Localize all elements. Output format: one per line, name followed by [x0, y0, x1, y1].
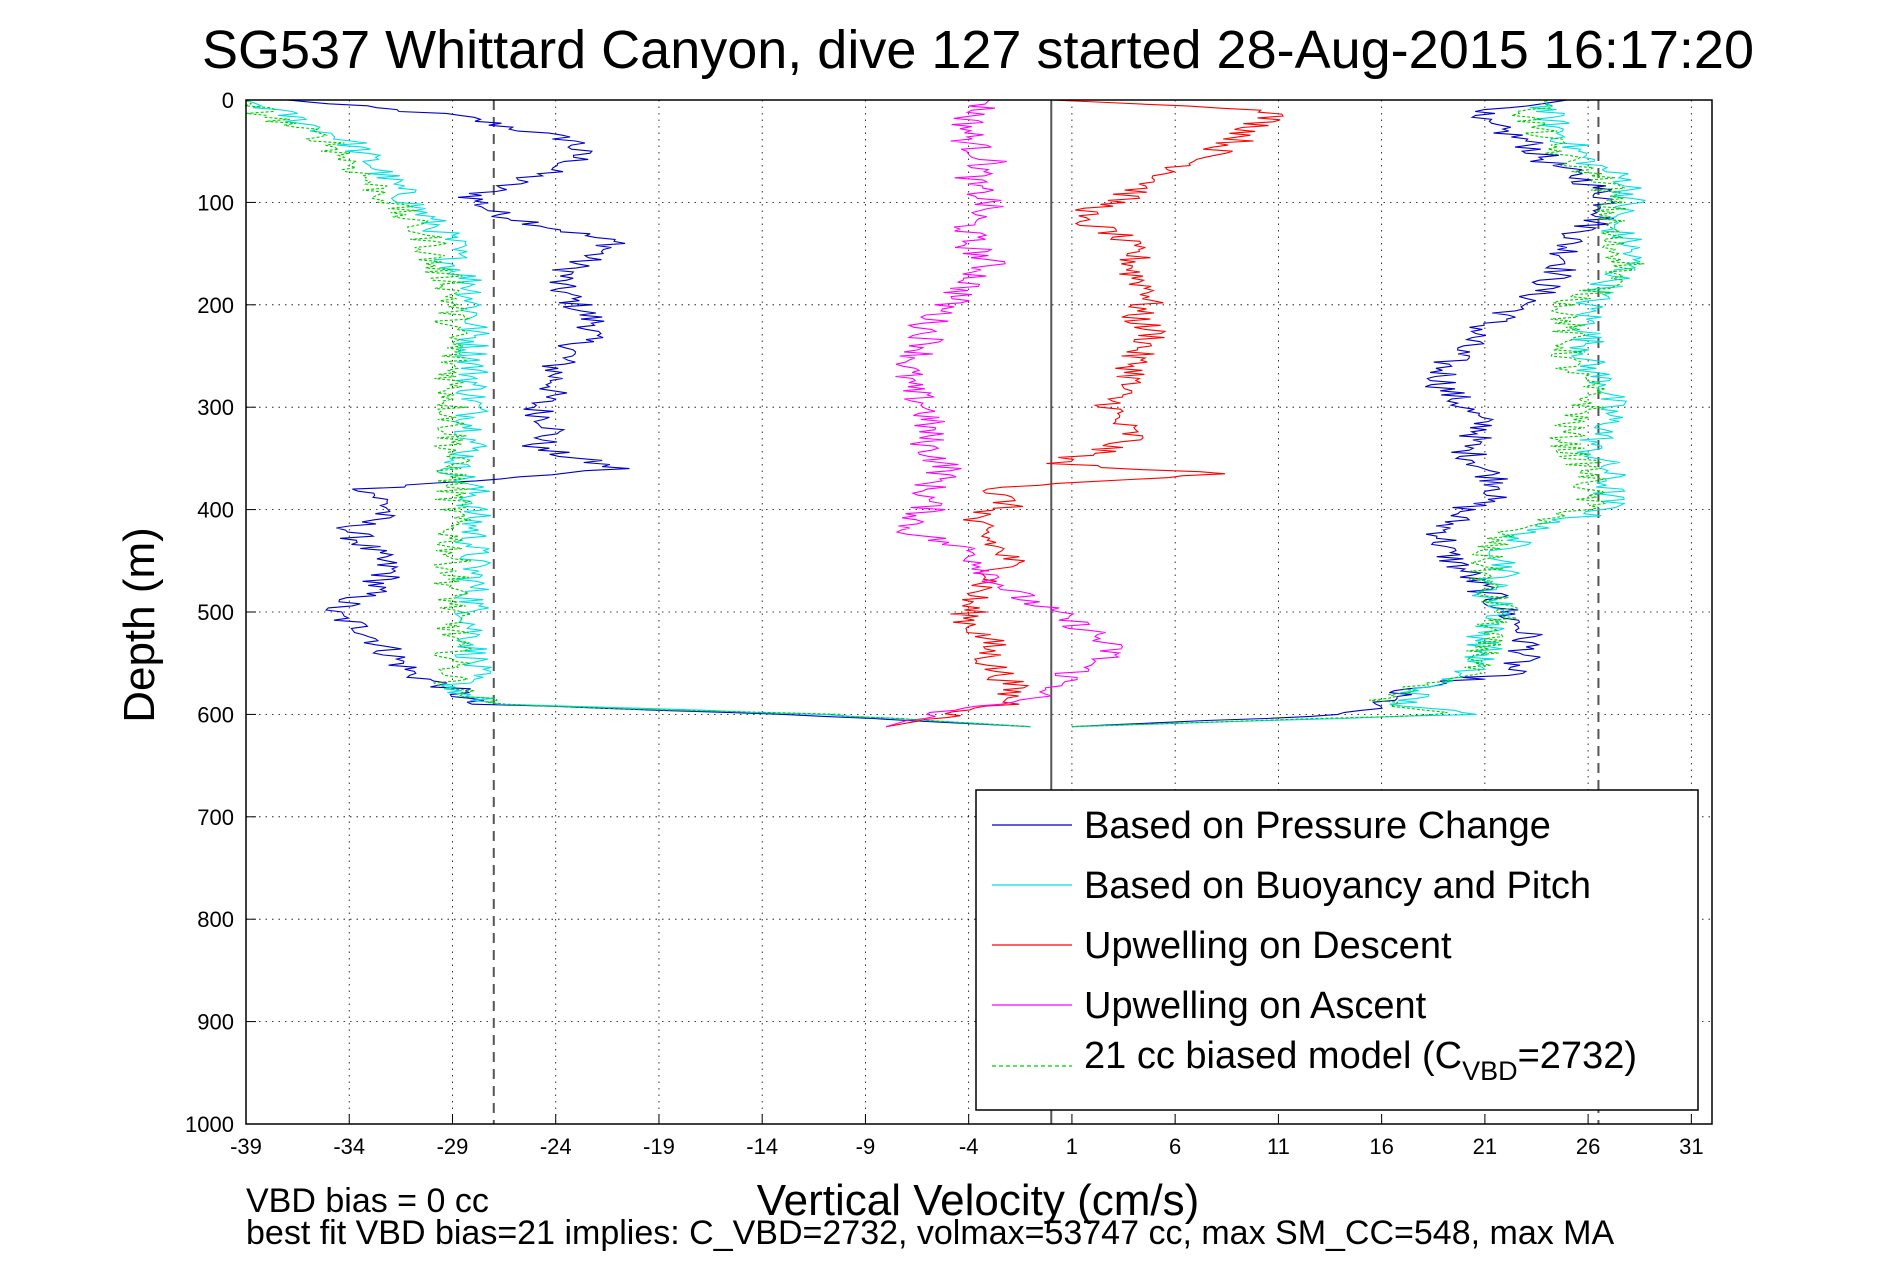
legend-model-suffix: =2732) [1518, 1035, 1637, 1077]
y-tick-label: 0 [222, 88, 234, 113]
legend-box [975, 789, 1699, 1111]
x-tick-label: 16 [1369, 1134, 1393, 1159]
y-tick-label: 100 [197, 190, 234, 215]
series-line [1071, 100, 1647, 728]
y-tick-label: 200 [197, 293, 234, 318]
x-tick-label: 6 [1169, 1134, 1181, 1159]
x-tick-label: 1 [1066, 1134, 1078, 1159]
x-tick-label: -14 [746, 1134, 778, 1159]
legend-model-sub: VBD [1462, 1056, 1518, 1086]
plot-frame [245, 99, 1713, 1125]
y-tick-label: 500 [197, 600, 234, 625]
x-tick-label: 26 [1576, 1134, 1600, 1159]
x-tick-label: -24 [540, 1134, 572, 1159]
series-line [1071, 99, 1645, 728]
x-axis-label: Vertical Velocity (cm/s) [757, 1176, 1200, 1225]
y-axis-label: Depth (m) [115, 527, 164, 723]
legend-label-model: 21 cc biased model (CVBD=2732) [1084, 1035, 1637, 1086]
legend-label-ascent: Upwelling on Ascent [1084, 985, 1427, 1027]
y-tick-labels: 0 100 200 300 400 500 600 700 800 900 1000 [185, 88, 234, 1137]
series-line [245, 99, 1031, 728]
series-line [886, 99, 1284, 728]
legend-label-pressure: Based on Pressure Change [1084, 805, 1551, 847]
legend-label-descent: Upwelling on Descent [1084, 925, 1452, 967]
x-tick-label: 11 [1267, 1134, 1290, 1159]
series-line [244, 99, 1031, 728]
x-tick-label: -29 [437, 1134, 469, 1159]
x-tick-label: -39 [230, 1134, 262, 1159]
legend-label-buoyancy: Based on Buoyancy and Pitch [1084, 865, 1591, 907]
series-layer [244, 99, 1647, 728]
y-tick-label: 800 [197, 907, 234, 932]
y-tick-label: 600 [197, 702, 234, 727]
y-tick-label: 400 [197, 498, 234, 523]
chart-title: SG537 Whittard Canyon, dive 127 started … [202, 20, 1754, 80]
footer-vbd-bias: VBD bias = 0 cc [246, 1182, 489, 1220]
x-tick-label: 31 [1679, 1134, 1703, 1159]
x-tick-label: -19 [643, 1134, 675, 1159]
x-tick-label: -34 [333, 1134, 365, 1159]
y-tick-label: 300 [197, 395, 234, 420]
x-tick-labels: -39 -34 -29 -24 -19 -14 -9 -4 1 6 11 16 21 26 31 [230, 1134, 1703, 1159]
y-tick-label: 700 [197, 805, 234, 830]
legend-model-prefix: 21 cc biased model (C [1084, 1035, 1462, 1077]
x-tick-label: -9 [856, 1134, 876, 1159]
x-tick-label: 21 [1473, 1134, 1497, 1159]
series-line [287, 99, 1031, 728]
legend: Based on Pressure Change Based on Buoyan… [975, 789, 1699, 1111]
grid [245, 99, 1712, 1125]
footer-best-fit: best fit VBD bias=21 implies: C_VBD=2732… [246, 1214, 1615, 1252]
x-tick-label: -4 [959, 1134, 979, 1159]
series-line [1071, 99, 1617, 728]
y-tick-label: 900 [197, 1010, 234, 1035]
series-line [885, 99, 1124, 728]
y-tick-label: 1000 [185, 1112, 234, 1137]
